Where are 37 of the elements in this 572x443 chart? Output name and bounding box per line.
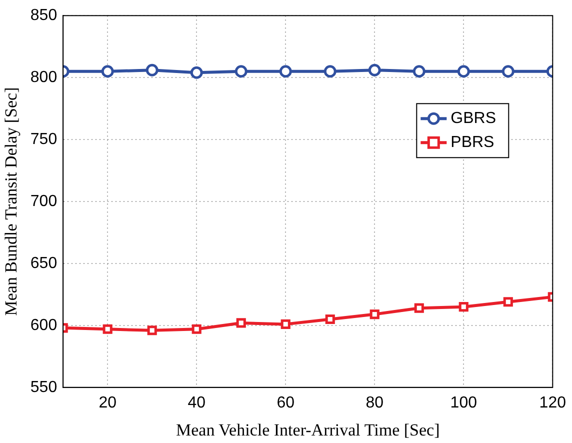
point: [190, 66, 203, 79]
x-tick-label: 100: [450, 394, 478, 412]
point: [146, 64, 158, 76]
point: [236, 318, 246, 328]
point: [370, 309, 380, 320]
x-tick-label: 20: [98, 394, 117, 412]
point: [414, 303, 424, 313]
point: [503, 297, 513, 307]
x-tick-label: 60: [276, 394, 295, 412]
point: [502, 65, 514, 78]
y-tick-label: 850: [30, 7, 58, 24]
point: [458, 302, 468, 312]
point: [102, 324, 112, 334]
y-tick-label: 700: [30, 192, 58, 210]
y-axis-title: Mean Bundle Transit Delay [Sec]: [2, 87, 21, 316]
point: [325, 314, 335, 324]
point: [147, 326, 157, 336]
x-axis-title: Mean Vehicle Inter-Arrival Time [Sec]: [176, 420, 440, 440]
x-tick-label: 40: [188, 394, 206, 412]
legend-label: GBRS: [450, 110, 496, 128]
y-tick-label: 750: [30, 130, 58, 148]
x-tick-label: 80: [366, 394, 384, 412]
y-tick-label: 600: [30, 316, 58, 334]
point: [368, 64, 381, 76]
point: [192, 324, 202, 334]
point: [101, 65, 114, 78]
y-tick-label: 800: [30, 68, 58, 86]
y-tick-label: 550: [30, 378, 58, 396]
point: [280, 319, 290, 329]
point: [234, 65, 248, 78]
point: [279, 65, 292, 78]
x-tick-label: 120: [539, 394, 566, 412]
point: [457, 65, 470, 78]
y-tick-label: 650: [30, 254, 58, 272]
point: [412, 65, 426, 78]
legend-label: PBRS: [450, 134, 494, 152]
point: [324, 65, 336, 78]
